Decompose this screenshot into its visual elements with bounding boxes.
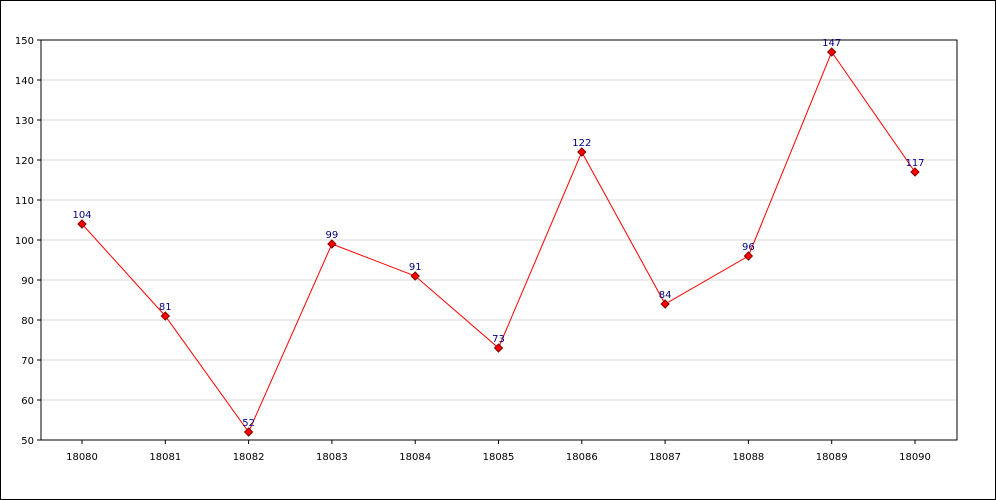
- data-label: 117: [905, 158, 924, 169]
- y-tick-label: 50: [21, 436, 34, 447]
- data-label: 73: [492, 334, 505, 345]
- data-point: [826, 47, 837, 57]
- x-tick-label: 18087: [649, 452, 681, 463]
- data-point: [577, 147, 587, 157]
- data-label: 81: [159, 302, 172, 313]
- x-tick-label: 18081: [149, 452, 181, 463]
- data-label: 99: [326, 230, 339, 241]
- x-tick-label: 18089: [816, 452, 848, 463]
- gridlines: [41, 79, 957, 401]
- y-tick-label: 60: [21, 396, 34, 407]
- data-label: 104: [72, 210, 91, 221]
- x-tick-label: 18086: [566, 452, 598, 463]
- data-point: [910, 167, 920, 177]
- x-tick-label: 18090: [899, 452, 931, 463]
- x-axis: 18080 18081 18082 18083 18084 18085 18086 18087…: [66, 440, 931, 463]
- data-label: 96: [742, 242, 755, 253]
- y-tick-label: 90: [21, 276, 34, 287]
- data-label: 84: [659, 290, 672, 301]
- data-point: [243, 427, 254, 437]
- data-label: 147: [822, 38, 841, 49]
- data-point: [660, 299, 670, 309]
- y-tick-label: 140: [15, 76, 34, 87]
- data-point: [327, 239, 337, 249]
- y-tick-label: 120: [15, 156, 34, 167]
- x-tick-label: 18083: [316, 452, 348, 463]
- y-tick-label: 110: [15, 196, 34, 207]
- series-group: [77, 47, 920, 437]
- series-line: [81, 50, 916, 434]
- y-axis: 50 60 70 80 90 100 110 120 130 140 150: [15, 36, 41, 447]
- y-tick-label: 80: [21, 316, 34, 327]
- x-tick-label: 18082: [233, 452, 265, 463]
- data-point: [77, 219, 87, 229]
- data-labels: 104 81 52 99 91 73 122 84 96 147 117: [72, 38, 924, 429]
- x-tick-label: 18085: [483, 452, 515, 463]
- x-tick-label: 18084: [399, 452, 431, 463]
- data-label: 91: [409, 262, 422, 273]
- y-tick-label: 100: [15, 236, 34, 247]
- data-point: [160, 311, 171, 321]
- data-point: [493, 343, 504, 353]
- y-tick-label: 70: [21, 356, 34, 367]
- y-tick-label: 130: [15, 116, 34, 127]
- data-point: [410, 271, 420, 281]
- data-label: 52: [242, 418, 255, 429]
- x-tick-label: 18080: [66, 452, 98, 463]
- x-tick-label: 18088: [732, 452, 764, 463]
- data-label: 122: [572, 138, 591, 149]
- y-tick-label: 150: [15, 36, 34, 47]
- data-point: [743, 251, 754, 261]
